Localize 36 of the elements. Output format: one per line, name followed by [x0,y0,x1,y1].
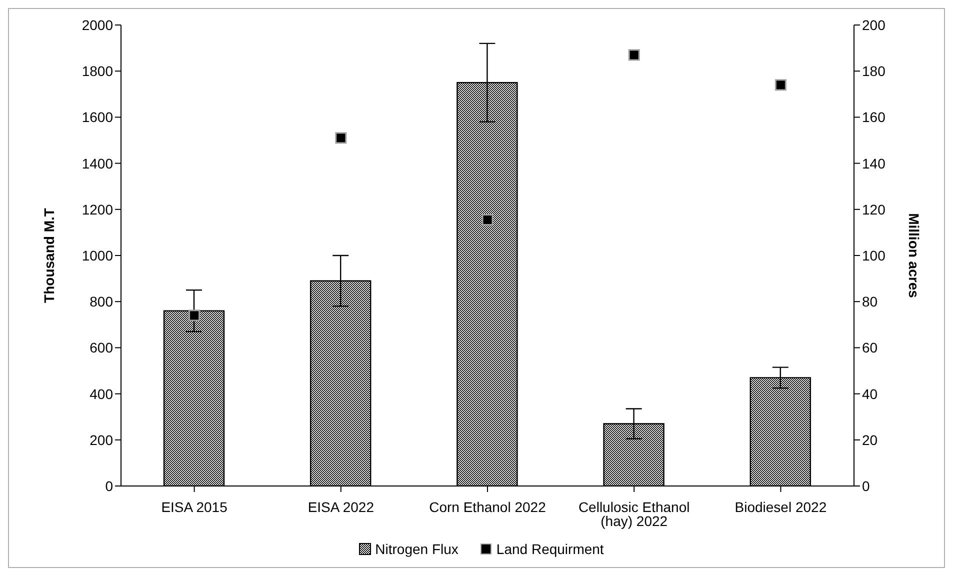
y-tick-label: 800 [90,294,114,310]
point [335,132,347,144]
x-tick-label: Biodiesel 2022 [734,498,827,515]
y-tick-label: 1800 [82,63,114,80]
y-tick-label: 1600 [82,109,114,126]
point [188,310,200,322]
y2-tick-label: 20 [862,432,878,448]
y-tick-label: 0 [105,478,114,494]
y2-tick-label: 0 [862,478,870,494]
y-tick-label: 200 [90,432,114,448]
x-tick-label: EISA 2015 [161,498,228,515]
x-tick-label: EISA 2022 [308,498,374,515]
y-tick-label: 1400 [82,155,114,172]
x-tick-label: Cellulosic Ethanol (hay) 2022 [578,498,690,529]
y-tick-label: 400 [90,386,114,402]
y2-tick-label: 40 [862,386,878,402]
point [774,79,786,91]
y2-axis-title: Million acres [906,213,922,298]
y2-tick-label: 140 [862,155,886,172]
y-tick-label: 1200 [82,201,114,218]
y2-tick-label: 180 [862,63,886,80]
y-tick-label: 600 [90,340,114,356]
y2-tick-label: 120 [862,201,886,218]
legend-label: Nitrogen Flux [375,541,458,557]
y2-tick-label: 60 [862,340,878,356]
y-axis-title: Thousand M.T [40,208,57,303]
y2-tick-label: 80 [862,294,878,310]
y-tick-label: 2000 [82,16,114,33]
x-tick-label: Corn Ethanol 2022 [429,498,546,515]
y2-tick-label: 100 [862,247,886,264]
y-tick-label: 1000 [82,247,114,264]
point [628,49,640,61]
y2-tick-label: 200 [862,16,886,33]
y2-tick-label: 160 [862,109,886,126]
legend-label: Land Requirment [496,541,604,557]
point [482,214,494,226]
